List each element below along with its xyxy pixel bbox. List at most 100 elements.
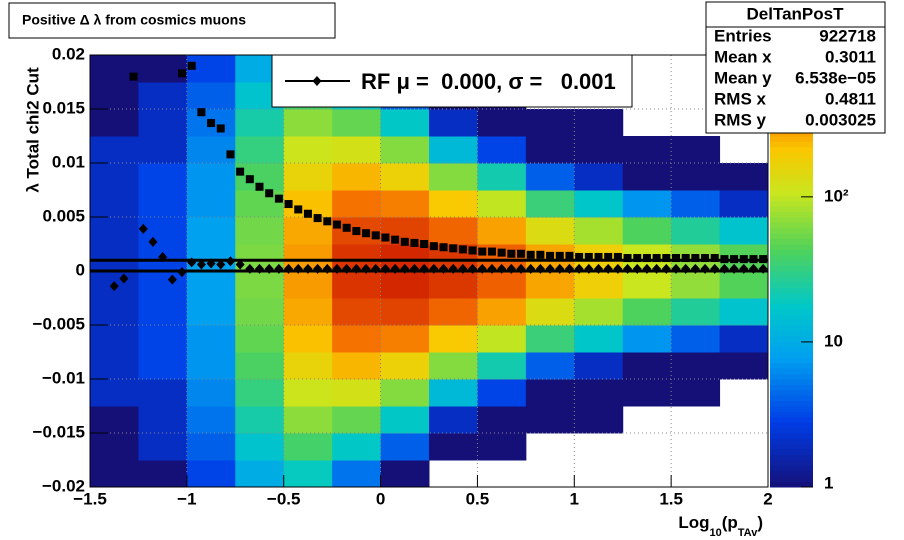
point [439, 263, 449, 274]
point [497, 248, 506, 257]
point [274, 263, 284, 274]
heatmap-cell [525, 136, 575, 164]
color-bar-slice [770, 136, 813, 142]
heatmap-cell [235, 109, 285, 137]
heatmap-cell [429, 325, 478, 353]
point [574, 263, 584, 274]
point [439, 243, 448, 252]
heatmap-cell [138, 325, 188, 353]
point [322, 263, 332, 274]
point [207, 119, 216, 128]
x-tick-label: 1.5 [659, 489, 683, 508]
point [613, 263, 623, 274]
heatmap-cell [186, 190, 236, 218]
heatmap-cell [90, 82, 139, 110]
color-bar-slice [770, 406, 813, 412]
stats-label: RMS x [714, 89, 767, 108]
point [719, 263, 729, 274]
color-bar-slice [770, 163, 813, 169]
heatmap-cell [186, 163, 236, 191]
point [391, 235, 400, 244]
heatmap-cell [720, 379, 769, 407]
point [284, 200, 293, 209]
color-bar-slice [770, 146, 813, 153]
point [497, 263, 507, 274]
heatmap-cell [90, 136, 139, 164]
heatmap-cell [526, 460, 575, 488]
heatmap-cell [138, 82, 188, 110]
point [400, 263, 410, 274]
heatmap-cell [574, 190, 624, 218]
point [177, 267, 187, 278]
point [362, 229, 371, 238]
heatmap-cell [138, 136, 188, 164]
heatmap-cell [283, 352, 333, 380]
heatmap-cell [90, 109, 139, 137]
color-bar-slice [770, 195, 813, 202]
y-tick-label: 0.02 [52, 44, 85, 63]
point [158, 251, 168, 262]
point [623, 263, 633, 274]
point [710, 263, 720, 274]
point [371, 263, 381, 274]
heatmap-cell [623, 406, 672, 434]
point [739, 263, 749, 274]
heatmap-cell [477, 136, 527, 164]
point [178, 69, 187, 78]
color-bar-slice [770, 308, 813, 315]
heatmap-cell [477, 271, 527, 299]
y-tick-label: −0.02 [42, 476, 85, 495]
heatmap-cell [574, 109, 624, 137]
heatmap-cell [671, 271, 721, 299]
x-axis-label-part: TAv [738, 527, 758, 539]
heatmap-cell [138, 406, 188, 434]
point [555, 263, 565, 274]
heatmap-cell [380, 379, 430, 407]
color-bar-slice [770, 292, 813, 299]
x-tick-label: 0 [376, 489, 385, 508]
point [536, 250, 545, 259]
heatmap-cell [526, 433, 575, 461]
heatmap-cell [283, 271, 333, 299]
color-bar-slice [770, 314, 813, 321]
heatmap-cell [283, 460, 333, 488]
point [487, 263, 497, 274]
point [720, 255, 729, 264]
heatmap-cell [380, 325, 430, 353]
point [700, 263, 710, 274]
point [545, 263, 555, 274]
point [429, 263, 439, 274]
heatmap-cell [574, 352, 624, 380]
heatmap-cell [283, 433, 333, 461]
legend-marker [312, 76, 322, 86]
z-tick-label: 1 [824, 473, 833, 492]
stats-value: 0.3011 [825, 47, 876, 66]
title-box [8, 2, 336, 39]
color-bar-slice [770, 373, 813, 380]
heatmap-cell [380, 136, 430, 164]
heatmap-cell [622, 325, 672, 353]
heatmap-cell [671, 217, 721, 245]
color-bar-slice [770, 357, 813, 364]
stats-value: 6.538e−05 [795, 68, 876, 87]
heatmap-cell [622, 298, 672, 326]
point [264, 263, 274, 274]
point [197, 108, 206, 117]
point [196, 259, 206, 270]
heatmap-cell [235, 379, 285, 407]
point [119, 273, 129, 284]
heatmap-cell [332, 433, 382, 461]
color-bar-slice [770, 325, 813, 331]
color-bar-slice [770, 481, 813, 488]
heatmap-cell [719, 190, 769, 218]
chart-title: Positive Δ λ from cosmics muons [22, 12, 246, 28]
heatmap-cell [525, 325, 575, 353]
color-bar-slice [770, 152, 813, 159]
x-tick-label: −1.5 [73, 489, 107, 508]
point [225, 256, 235, 267]
z-tick-label: 10 [824, 331, 843, 350]
color-bar-slice [770, 443, 813, 450]
x-tick-label: 2 [763, 489, 772, 508]
point [342, 263, 352, 274]
heatmap-cell [622, 136, 672, 164]
